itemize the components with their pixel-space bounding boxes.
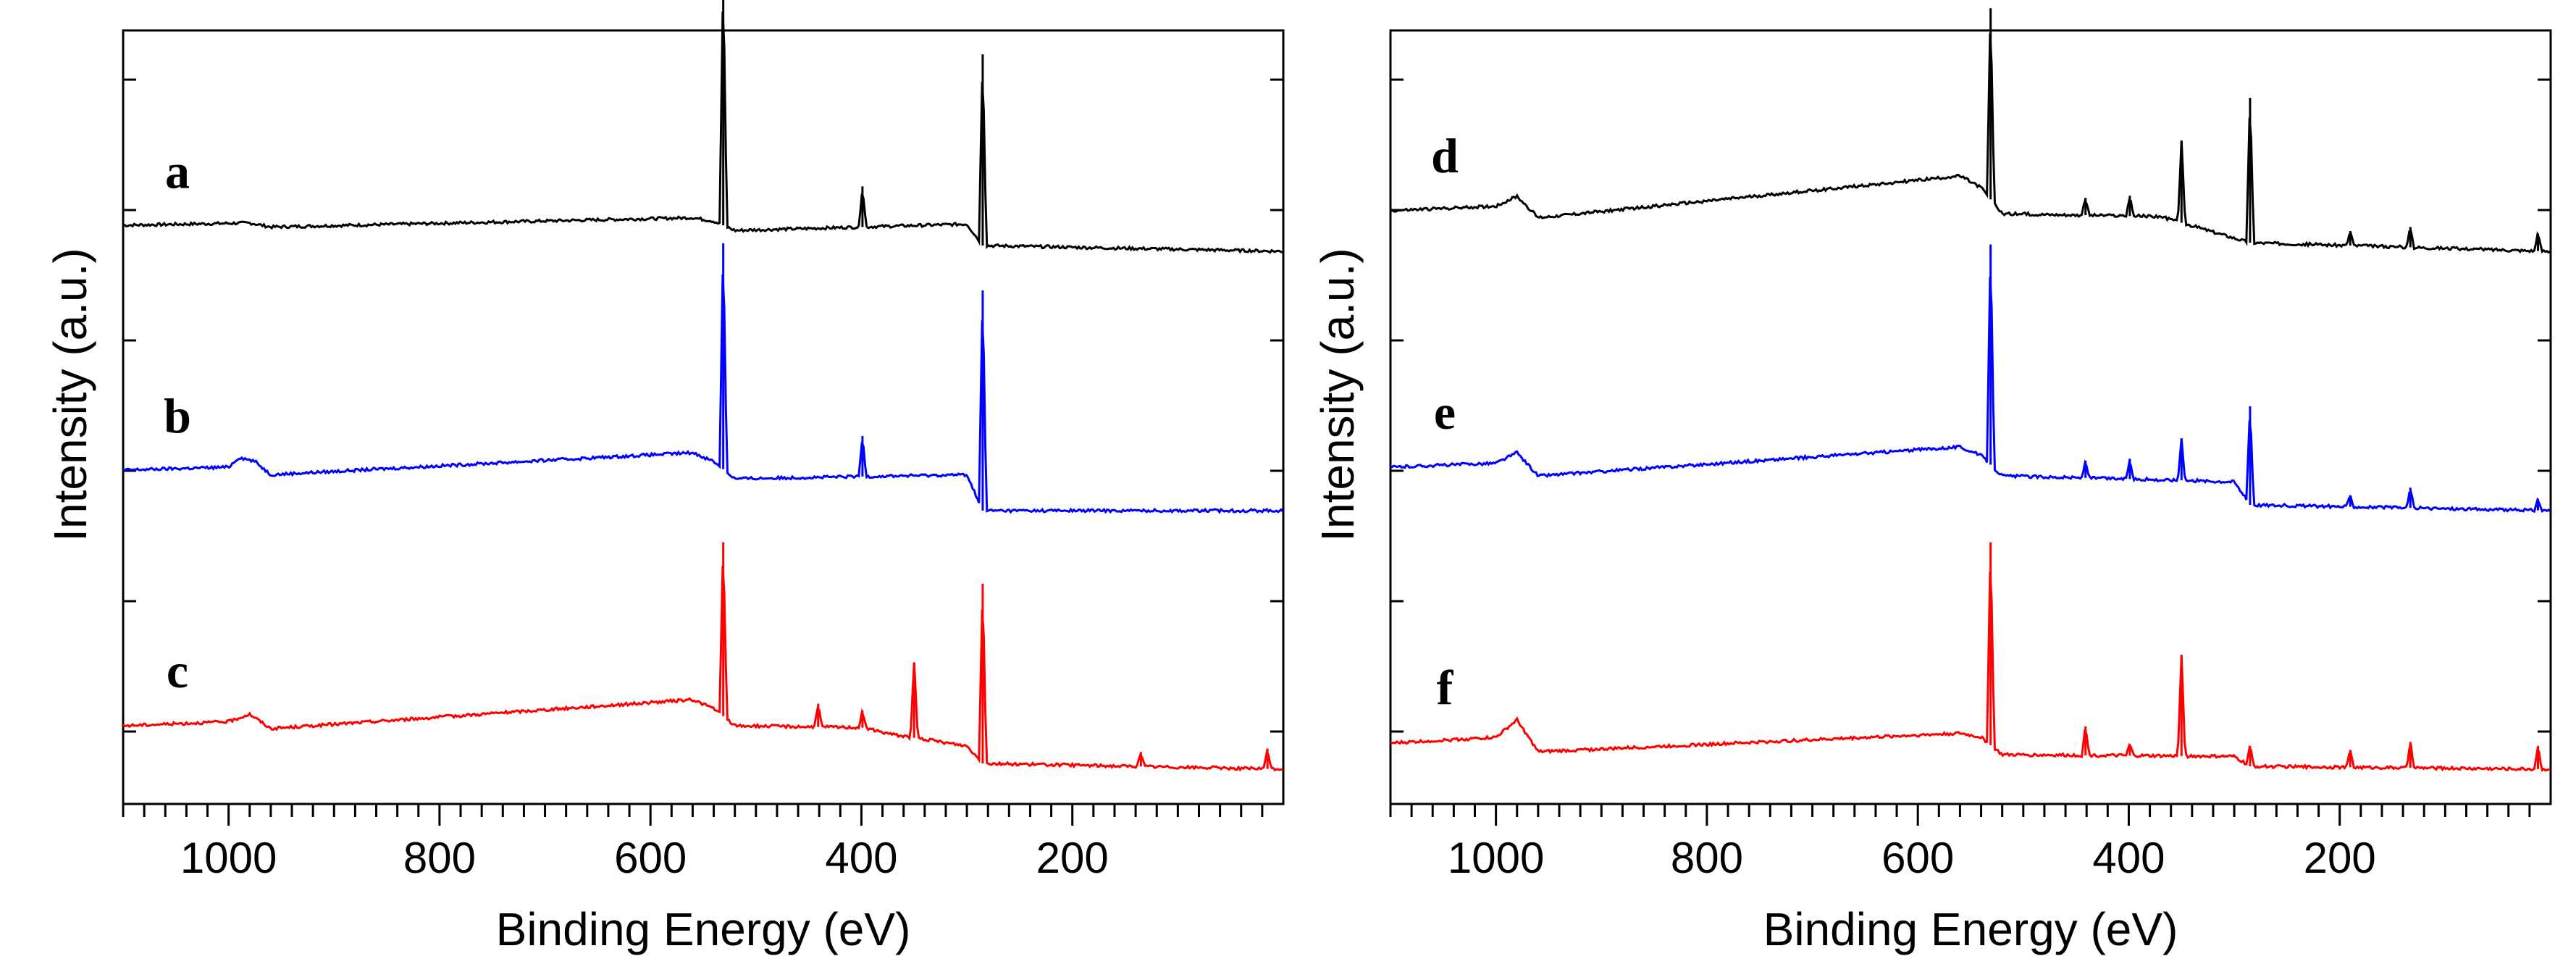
left-x-tick-label: 600: [614, 834, 687, 882]
right-x-tick-label: 1000: [1448, 834, 1544, 882]
trace-label-f: f: [1437, 660, 1454, 715]
left-y-axis-title: Intensity (a.u.): [44, 248, 96, 542]
right-panel: Intensity (a.u.) Binding Energy (eV) 100…: [1312, 8, 2552, 955]
trace-e: [1390, 277, 2551, 514]
trace-label-e: e: [1434, 385, 1456, 440]
trace-f: [1390, 571, 2551, 772]
trace-label-b: b: [164, 388, 191, 443]
right-x-tick-label: 600: [1881, 834, 1954, 882]
trace-d: [1390, 33, 2551, 254]
right-plot-frame: [1389, 29, 2552, 805]
trace-label-c: c: [167, 643, 188, 698]
trace-c: [122, 566, 1283, 772]
trace-label-d: d: [1431, 128, 1459, 183]
left-plot-frame: [122, 29, 1285, 805]
left-x-axis-title: Binding Energy (eV): [496, 903, 911, 955]
right-x-tick-label: 800: [1671, 834, 1743, 882]
right-x-tick-label: 200: [2304, 834, 2376, 882]
left-x-tick-label: 1000: [180, 834, 277, 882]
trace-a: [122, 11, 1283, 254]
right-x-axis-title: Binding Energy (eV): [1763, 903, 2178, 955]
left-x-tick-label: 800: [403, 834, 476, 882]
right-y-axis-title: Intensity (a.u.): [1312, 248, 1364, 542]
left-panel: Intensity (a.u.) Binding Energy (eV) 100…: [44, 0, 1285, 955]
right-x-tick-label: 400: [2092, 834, 2165, 882]
trace-label-a: a: [165, 144, 190, 199]
trace-b: [122, 275, 1284, 514]
left-x-tick-label: 200: [1036, 834, 1109, 882]
left-x-tick-label: 400: [825, 834, 897, 882]
